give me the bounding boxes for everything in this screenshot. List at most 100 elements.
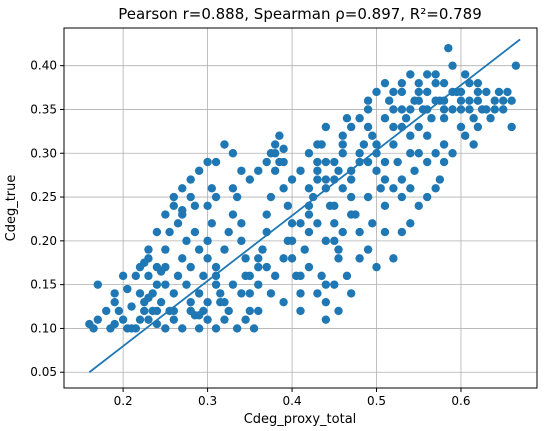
- data-point: [330, 236, 339, 246]
- data-point: [313, 140, 322, 149]
- data-point: [431, 70, 440, 79]
- data-point: [258, 245, 267, 254]
- data-point: [363, 157, 373, 167]
- data-point: [161, 210, 170, 219]
- data-point: [232, 192, 242, 202]
- data-point: [338, 131, 347, 140]
- data-point: [144, 254, 153, 263]
- x-axis-label: Cdeg_proxy_total: [244, 412, 357, 427]
- data-point: [414, 87, 423, 97]
- data-point: [304, 262, 314, 272]
- data-point: [380, 175, 390, 184]
- data-point: [427, 114, 436, 123]
- data-point: [355, 227, 364, 237]
- data-point: [389, 122, 398, 132]
- data-point: [211, 192, 221, 202]
- data-point: [152, 306, 162, 316]
- data-point: [461, 131, 470, 140]
- data-point: [270, 140, 280, 149]
- data-point: [397, 192, 407, 202]
- x-tick-label: 0.5: [367, 394, 386, 408]
- y-tick-label: 0.30: [30, 146, 57, 160]
- data-point: [313, 157, 322, 167]
- data-point: [414, 149, 423, 158]
- data-point: [444, 43, 453, 53]
- data-point: [330, 201, 339, 211]
- data-point: [224, 227, 233, 237]
- data-point: [406, 70, 415, 79]
- data-point: [173, 271, 183, 281]
- data-point: [414, 96, 423, 105]
- data-point: [380, 201, 390, 211]
- data-point: [414, 78, 423, 88]
- data-point: [93, 280, 102, 289]
- data-point: [161, 324, 170, 333]
- data-point: [490, 105, 499, 114]
- data-point: [228, 149, 238, 158]
- data-point: [342, 114, 352, 123]
- data-point: [439, 105, 449, 114]
- data-point: [203, 201, 212, 211]
- data-point: [346, 192, 356, 202]
- data-point: [270, 271, 280, 281]
- x-tick-label: 0.2: [114, 394, 133, 408]
- data-point: [380, 157, 390, 167]
- data-point: [308, 192, 318, 202]
- data-point: [448, 105, 457, 114]
- data-point: [363, 245, 373, 254]
- y-tick-label: 0.05: [30, 365, 57, 379]
- data-point: [186, 262, 195, 272]
- data-point: [182, 236, 191, 246]
- data-point: [321, 280, 331, 289]
- data-point: [220, 245, 229, 254]
- data-point: [296, 306, 305, 316]
- data-point: [89, 324, 98, 333]
- data-point: [216, 289, 225, 298]
- data-point: [245, 175, 255, 184]
- data-point: [406, 131, 415, 140]
- data-point: [422, 131, 432, 140]
- data-point: [135, 315, 145, 324]
- data-point: [414, 122, 423, 132]
- data-point: [380, 227, 390, 237]
- data-point: [422, 192, 432, 202]
- data-point: [203, 315, 212, 324]
- data-point: [499, 105, 508, 114]
- data-point: [338, 184, 347, 193]
- data-point: [161, 262, 170, 272]
- data-point: [203, 254, 212, 263]
- data-point: [363, 96, 373, 105]
- data-point: [161, 245, 170, 254]
- data-point: [220, 140, 229, 149]
- data-point: [161, 280, 170, 289]
- data-point: [330, 280, 339, 289]
- data-point: [123, 284, 132, 294]
- data-point: [511, 61, 521, 70]
- data-point: [389, 140, 398, 149]
- data-point: [439, 96, 449, 105]
- data-point: [368, 131, 377, 140]
- data-point: [144, 271, 153, 281]
- x-axis-ticks: 0.2 0.3 0.4 0.5 0.6: [114, 388, 471, 408]
- data-point: [245, 289, 255, 298]
- data-point: [186, 192, 195, 202]
- y-axis-label: Cdeg_true: [4, 175, 19, 242]
- data-point: [178, 324, 187, 333]
- data-point: [363, 192, 373, 202]
- data-point: [211, 262, 221, 272]
- data-point: [422, 70, 432, 79]
- data-point: [507, 96, 516, 105]
- data-point: [279, 254, 288, 263]
- data-point: [262, 210, 271, 219]
- data-point: [401, 114, 411, 123]
- data-point: [469, 140, 478, 149]
- data-point: [203, 236, 212, 246]
- data-point: [211, 324, 221, 333]
- data-point: [346, 210, 356, 219]
- data-point: [456, 87, 466, 97]
- data-point: [169, 201, 179, 211]
- data-point: [372, 87, 381, 97]
- data-point: [152, 280, 162, 289]
- data-point: [499, 96, 508, 105]
- data-point: [507, 122, 516, 132]
